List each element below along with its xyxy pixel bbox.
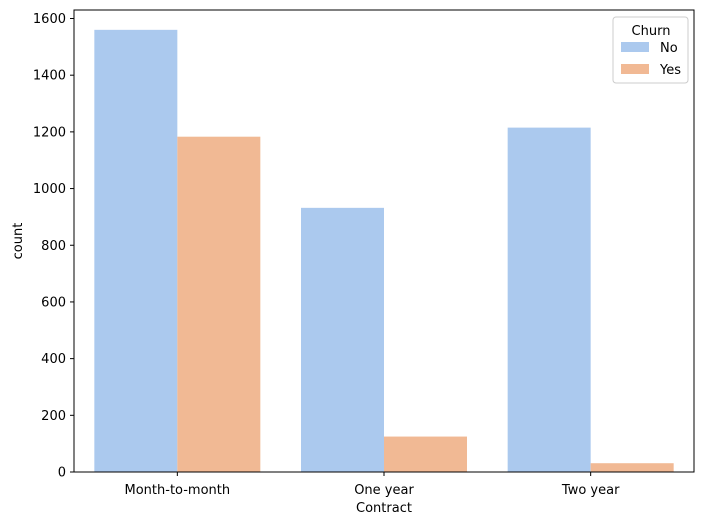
legend-title: Churn — [632, 24, 671, 39]
bar-no-one-year — [301, 207, 384, 472]
y-tick-label: 200 — [41, 409, 66, 424]
y-axis: 0 200 400 600 800 1000 1200 1400 1600 — [33, 12, 74, 481]
x-tick-label: One year — [354, 483, 414, 498]
y-tick-label: 1400 — [33, 69, 66, 84]
bar-no-month-to-month — [94, 29, 178, 473]
bar-yes-month-to-month — [177, 136, 261, 472]
y-tick-label: 600 — [41, 295, 66, 310]
x-tick-label: Two year — [561, 483, 620, 498]
y-tick-label: 1000 — [33, 182, 66, 197]
x-tick-label: Month-to-month — [125, 483, 231, 498]
y-tick-label: 800 — [41, 239, 66, 254]
x-axis-label: Contract — [356, 501, 412, 516]
bars-group — [94, 29, 674, 473]
bar-no-two-year — [507, 127, 591, 473]
y-tick-label: 1600 — [33, 12, 66, 27]
legend-label-no: No — [660, 41, 678, 56]
legend: Churn No Yes — [612, 16, 689, 84]
legend-label-yes: Yes — [659, 63, 681, 78]
plot-frame — [73, 9, 695, 473]
bar-yes-two-year — [590, 463, 674, 472]
x-axis: Month-to-month One year Two year — [125, 472, 620, 498]
y-tick-label: 1200 — [33, 125, 66, 140]
legend-swatch-no — [621, 42, 649, 52]
y-tick-label: 400 — [41, 352, 66, 367]
legend-swatch-yes — [621, 64, 649, 74]
bar-yes-one-year — [384, 436, 467, 472]
y-axis-label: count — [11, 223, 26, 260]
y-tick-label: 0 — [58, 466, 66, 481]
